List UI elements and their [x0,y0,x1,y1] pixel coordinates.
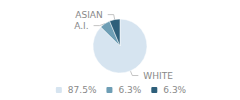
svg-text:6.3%: 6.3% [118,85,141,95]
svg-text:6.3%: 6.3% [163,85,186,95]
svg-text:A.I.: A.I. [74,21,88,31]
svg-text:87.5%: 87.5% [68,85,97,95]
svg-text:WHITE: WHITE [143,71,173,81]
svg-text:ASIAN: ASIAN [75,10,102,20]
